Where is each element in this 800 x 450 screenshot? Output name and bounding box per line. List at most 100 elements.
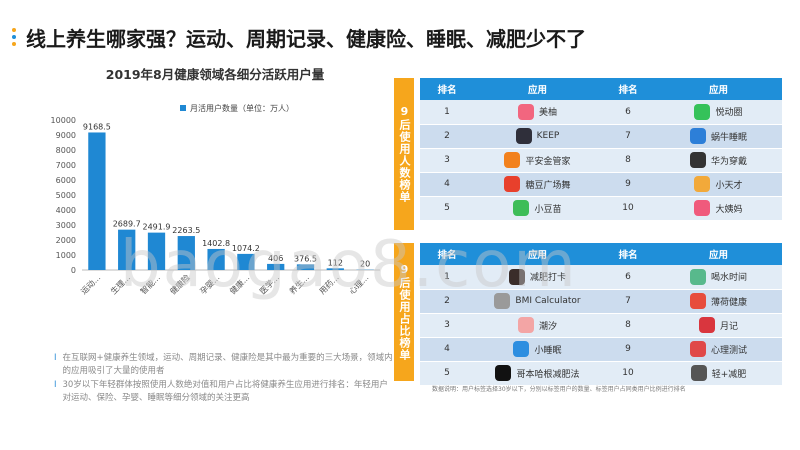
x-tick-label: 智能...	[138, 272, 162, 296]
app-cell: 潮汐	[474, 313, 601, 338]
x-tick-label: 用药...	[317, 272, 341, 296]
title-dot	[12, 35, 16, 39]
column-header-rank: 排名	[420, 243, 474, 265]
app-cell: 月记	[655, 313, 782, 338]
app-name: BMI Calculator	[515, 296, 581, 306]
app-entry: 哥本哈根减肥法	[474, 365, 601, 381]
data-label: 9168.5	[83, 122, 111, 131]
title-dot	[12, 42, 16, 46]
app-entry: 美柚	[474, 103, 601, 120]
y-tick-label: 10000	[51, 116, 76, 125]
data-label: 406	[268, 254, 283, 263]
data-label: 2263.5	[172, 226, 200, 235]
table-row: 3 平安金管家 8 华为穿戴	[420, 148, 782, 173]
bar	[237, 253, 255, 270]
water-cup-icon	[689, 268, 706, 285]
rank-cell: 7	[601, 124, 655, 149]
bmi-icon	[494, 293, 511, 309]
sprout-icon	[513, 200, 530, 216]
rank-cell: 6	[601, 100, 655, 125]
data-label: 112	[328, 258, 343, 267]
app-cell: 薄荷健康	[655, 289, 782, 314]
app-entry: 心理测试	[655, 341, 782, 357]
kid-icon	[694, 176, 711, 192]
app-entry: 减肥打卡	[474, 268, 601, 285]
app-name: 月记	[719, 321, 738, 332]
app-cell: 悦动圈	[655, 100, 782, 125]
page-title: 线上养生哪家强？运动、周期记录、健康险、睡眠、减肥少不了	[26, 26, 586, 51]
app-cell: 蜗牛睡眠	[655, 124, 782, 149]
rank-cell: 6	[601, 265, 655, 290]
app-name: 蜗牛睡眠	[710, 132, 747, 143]
legend-swatch	[180, 105, 186, 111]
x-tick-label: 医学...	[257, 272, 281, 296]
y-tick-label: 2000	[56, 236, 76, 245]
app-cell: 糖豆广场舞	[474, 172, 601, 197]
pink-flower-icon	[517, 103, 534, 120]
bar	[177, 236, 195, 270]
keep-k-icon	[515, 128, 532, 144]
column-header-rank: 排名	[420, 78, 474, 100]
app-name: 哥本哈根减肥法	[516, 369, 580, 380]
legend-label: 月活用户数量（单位：万人）	[190, 103, 294, 113]
app-entry: 悦动圈	[655, 103, 782, 120]
app-name: 薄荷健康	[710, 297, 747, 308]
y-tick-label: 1000	[56, 251, 76, 260]
bar	[326, 268, 344, 270]
y-tick-label: 4000	[56, 206, 76, 215]
app-name: 心理测试	[710, 345, 747, 356]
app-cell: 小睡眠	[474, 337, 601, 362]
app-entry: 小豆苗	[474, 200, 601, 216]
data-label: 376.5	[294, 254, 317, 263]
x-tick-label: 孕婴...	[198, 273, 221, 296]
note-mark: I	[54, 380, 57, 390]
app-cell: 华为穿戴	[655, 148, 782, 173]
table-row: 4 小睡眠 9 心理测试	[420, 337, 782, 362]
bar	[207, 248, 225, 270]
x-tick-label: 生理...	[108, 272, 132, 296]
table-row: 1 美柚 6 悦动圈	[420, 100, 782, 125]
rank-cell: 7	[601, 289, 655, 314]
column-header-rank: 排名	[601, 78, 655, 100]
app-entry: 月记	[655, 317, 782, 333]
table-row: 5 哥本哈根减肥法 10 轻+减肥	[420, 361, 782, 386]
app-entry: 糖豆广场舞	[474, 176, 601, 192]
chart-title: 2019年8月健康领域各细分活跃用户量	[105, 67, 325, 82]
app-name: 小豆苗	[534, 204, 562, 215]
title-dot	[12, 28, 16, 32]
x-tick-label: 运动...	[79, 272, 103, 296]
app-name: 平安金管家	[525, 156, 571, 167]
sleep-icon	[513, 341, 530, 357]
rank-cell: 5	[420, 361, 474, 386]
app-name: 华为穿戴	[710, 156, 747, 167]
y-tick-label: 0	[71, 266, 76, 275]
app-cell: KEEP	[474, 124, 601, 149]
ranking-tab-users: 9后使用人数榜单	[394, 78, 414, 230]
app-entry: 蜗牛睡眠	[655, 128, 782, 144]
ranking-table-users: 排名 应用 排名 应用 1 美柚 6 悦动圈 2 KEEP 7 蜗牛睡眠 3 平安金管家 8 华为穿戴…	[420, 78, 782, 221]
column-header-app: 应用	[474, 78, 601, 100]
notes: I 在互联网+健康养生领域，运动、周期记录、健康险是其中最为重要的三大场景，领域…	[54, 352, 394, 406]
calendar-28-icon	[698, 317, 715, 333]
app-entry: 大姨妈	[655, 200, 782, 216]
app-cell: 小天才	[655, 172, 782, 197]
app-cell: 平安金管家	[474, 148, 601, 173]
note-text: 30岁以下年轻群体按照使用人数绝对值和用户占比将健康养生应用进行排名：年轻用户对…	[62, 380, 388, 403]
app-cell: BMI Calculator	[474, 289, 601, 314]
green-check-icon	[694, 103, 711, 120]
table-row: 1 减肥打卡 6 喝水时间	[420, 265, 782, 290]
bar	[267, 263, 285, 270]
app-cell: 大姨妈	[655, 196, 782, 221]
app-cell: 小豆苗	[474, 196, 601, 221]
app-entry: 薄荷健康	[655, 293, 782, 309]
rank-cell: 10	[601, 196, 655, 221]
app-cell: 减肥打卡	[474, 265, 601, 290]
column-header-app: 应用	[474, 243, 601, 265]
y-tick-label: 6000	[56, 176, 76, 185]
y-tick-label: 8000	[56, 146, 76, 155]
app-entry: BMI Calculator	[474, 293, 601, 309]
bar	[118, 229, 136, 270]
table-row: 2 BMI Calculator 7 薄荷健康	[420, 289, 782, 314]
x-tick-label: 心理...	[347, 273, 370, 296]
app-cell: 心理测试	[655, 337, 782, 362]
